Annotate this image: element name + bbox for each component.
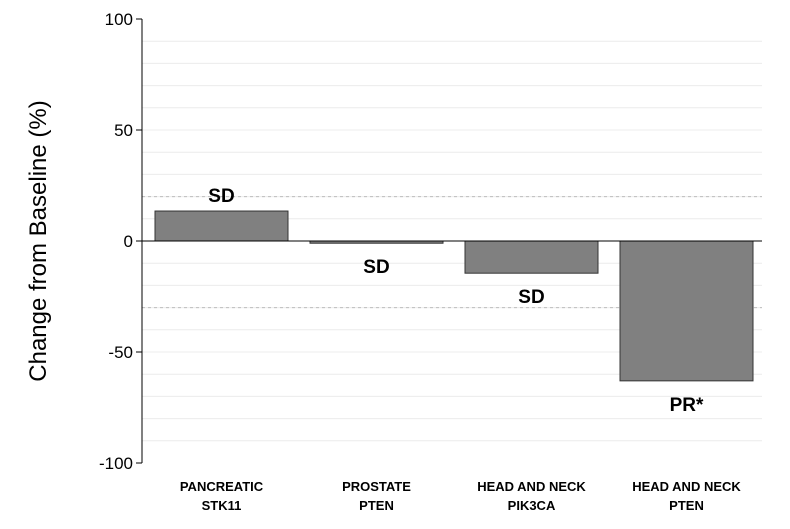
y-axis: 100 50 0 -50 -100	[99, 10, 143, 473]
y-tick-label: 50	[114, 121, 133, 140]
category-label: HEAD AND NECK	[632, 479, 741, 494]
bar-label: SD	[363, 257, 389, 278]
category-label: PROSTATE	[342, 479, 411, 494]
category-label: PIK3CA	[508, 498, 556, 513]
y-tick-label: -50	[108, 343, 133, 362]
bar	[619, 240, 754, 382]
category-label: PTEN	[669, 498, 704, 513]
y-tick-label: -100	[99, 454, 133, 473]
category-labels: PANCREATIC STK11 PROSTATE PTEN HEAD AND NECK…	[180, 479, 742, 513]
bar-label: PR*	[670, 395, 704, 416]
bars	[154, 210, 754, 382]
bar-labels: SD SD SD PR*	[208, 186, 704, 416]
bar	[154, 210, 289, 242]
bar	[464, 240, 599, 274]
category-label: PANCREATIC	[180, 479, 264, 494]
bar-label: SD	[518, 287, 544, 308]
category-label: STK11	[202, 498, 242, 513]
y-tick-label: 0	[124, 232, 133, 251]
category-label: HEAD AND NECK	[477, 479, 586, 494]
category-label: PTEN	[359, 498, 394, 513]
y-axis-label: Change from Baseline (%)	[25, 100, 52, 381]
y-tick-label: 100	[105, 10, 133, 29]
bar-label: SD	[208, 186, 234, 207]
